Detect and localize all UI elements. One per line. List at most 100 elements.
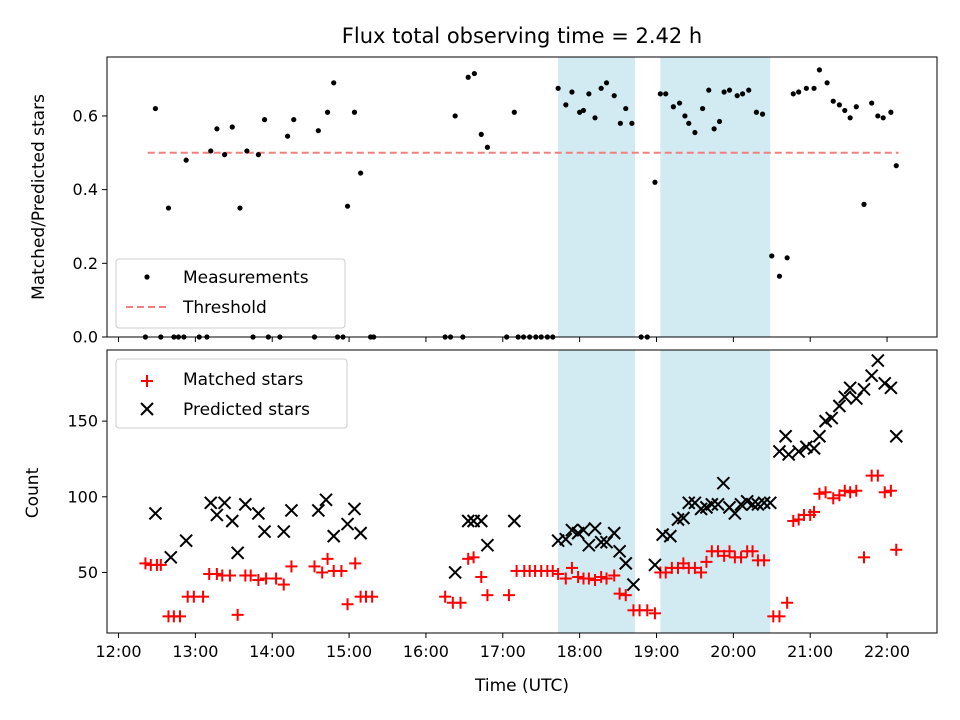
predicted-stars-marker-b: [238, 497, 253, 512]
matched-stars-point: [481, 589, 494, 602]
matched-stars-point: [154, 558, 167, 571]
predicted-stars-marker-b: [230, 546, 245, 560]
matched-stars-point: [308, 560, 321, 573]
predicted-stars-point: [807, 441, 821, 456]
matched-stars-point: [565, 561, 578, 574]
predicted-stars-point: [838, 390, 852, 404]
predicted-stars-marker-b: [257, 524, 272, 539]
matched-stars-point: [139, 557, 152, 570]
predicted-stars-point: [480, 538, 495, 552]
y-tick-label: 50: [78, 563, 98, 582]
predicted-stars-marker-b: [799, 440, 814, 454]
measurement-point: [657, 91, 663, 97]
predicted-stars-marker-b: [838, 390, 852, 404]
predicted-stars-marker-b: [225, 514, 239, 528]
matched-stars-point: [884, 484, 897, 497]
matched-stars-point: [502, 589, 515, 602]
predicted-stars-point: [284, 503, 299, 518]
predicted-stars-marker-b: [277, 524, 291, 539]
predicted-stars-point: [340, 517, 355, 531]
x-tick-label: 16:00: [403, 642, 449, 661]
measurement-point: [830, 98, 836, 104]
y-tick-label: 100: [67, 487, 98, 506]
matched-stars-point: [231, 608, 244, 621]
x-tick-label: 13:00: [172, 642, 218, 661]
predicted-stars-marker-b: [682, 496, 696, 510]
predicted-stars-marker-b: [791, 444, 806, 459]
matched-stars-point: [252, 574, 265, 587]
x-axis-label: Time (UTC): [474, 676, 569, 696]
measurement-point: [790, 91, 796, 97]
matched-stars-point: [838, 484, 851, 497]
predicted-stars-marker-b: [217, 496, 232, 510]
predicted-stars-marker-b: [832, 399, 847, 413]
predicted-stars-marker-b: [778, 429, 793, 443]
measurement-point: [847, 115, 853, 121]
matched-stars-point: [321, 552, 334, 565]
predicted-stars-point: [825, 411, 839, 425]
predicted-stars-point: [663, 529, 678, 543]
measurement-point: [351, 109, 358, 115]
measurement-point: [563, 102, 569, 108]
predicted-stars-point: [781, 447, 796, 462]
predicted-stars-point: [559, 532, 573, 546]
predicted-stars-point: [711, 497, 725, 512]
measurement-point: [229, 124, 235, 130]
predicted-stars-marker-b: [857, 382, 871, 397]
predicted-stars-legend-marker: [140, 402, 154, 416]
predicted-stars-marker-b: [565, 523, 579, 537]
matched-stars-point: [827, 492, 840, 505]
measurement-point: [875, 113, 881, 119]
matched-stars-point: [285, 560, 298, 573]
matched-stars-point: [723, 545, 736, 558]
matched-stars-point: [572, 571, 585, 584]
predicted-stars-point: [179, 533, 193, 548]
predicted-stars-marker-b: [179, 533, 193, 548]
measurement-point: [478, 131, 484, 137]
measurement-point: [611, 93, 617, 99]
matched-stars-legend-marker: [141, 375, 153, 387]
measurement-point: [721, 89, 727, 95]
predicted-stars-marker-b: [825, 411, 839, 425]
predicted-stars-marker-b: [164, 550, 178, 565]
measurement-point: [214, 126, 220, 132]
measurement-point: [603, 80, 610, 86]
measurement-point: [836, 102, 842, 108]
measurement-point: [784, 255, 790, 261]
predicted-stars-marker-b: [148, 506, 163, 521]
predicted-stars-marker-b: [327, 529, 341, 543]
matched-stars-point: [559, 572, 572, 585]
matched-stars-point: [341, 598, 354, 611]
predicted-stars-point: [353, 526, 368, 540]
matched-stars-point: [582, 572, 595, 585]
bottom-panel-frame: [106, 349, 938, 634]
predicted-stars-marker-b: [889, 429, 903, 443]
predicted-stars-point: [812, 429, 827, 443]
measurement-point: [816, 67, 823, 73]
top-panel: 0.0 0.2 0.4 0.6 Matched/Predicted stars Mea…: [29, 56, 938, 347]
predicted-stars-point: [148, 506, 163, 521]
predicted-stars-marker-b: [781, 447, 796, 462]
matched-stars-point: [613, 587, 626, 600]
measurement-point: [592, 115, 598, 121]
matched-stars-point: [439, 590, 452, 603]
y-tick-label: 0.2: [73, 254, 98, 273]
predicted-stars-marker-b: [507, 514, 522, 528]
x-tick-label: 21:00: [787, 642, 833, 661]
measurements-legend-label: Measurements: [183, 268, 309, 288]
measurement-point: [452, 113, 458, 119]
predicted-stars-marker-b: [204, 496, 218, 510]
matched-stars-point: [619, 589, 632, 602]
predicted-stars-point: [619, 556, 633, 571]
predicted-stars-marker-b: [871, 353, 885, 368]
predicted-stars-point: [763, 496, 777, 510]
measurement-point: [861, 201, 867, 207]
predicted-stars-marker-b: [812, 429, 827, 443]
predicted-stars-marker-b: [612, 544, 627, 558]
predicted-stars-point: [791, 444, 806, 459]
predicted-stars-legend-label: Predicted stars: [183, 400, 310, 420]
matched-stars-point: [608, 569, 621, 582]
measurement-point: [811, 85, 817, 91]
measurement-point: [700, 105, 706, 112]
measurement-point: [324, 109, 331, 115]
